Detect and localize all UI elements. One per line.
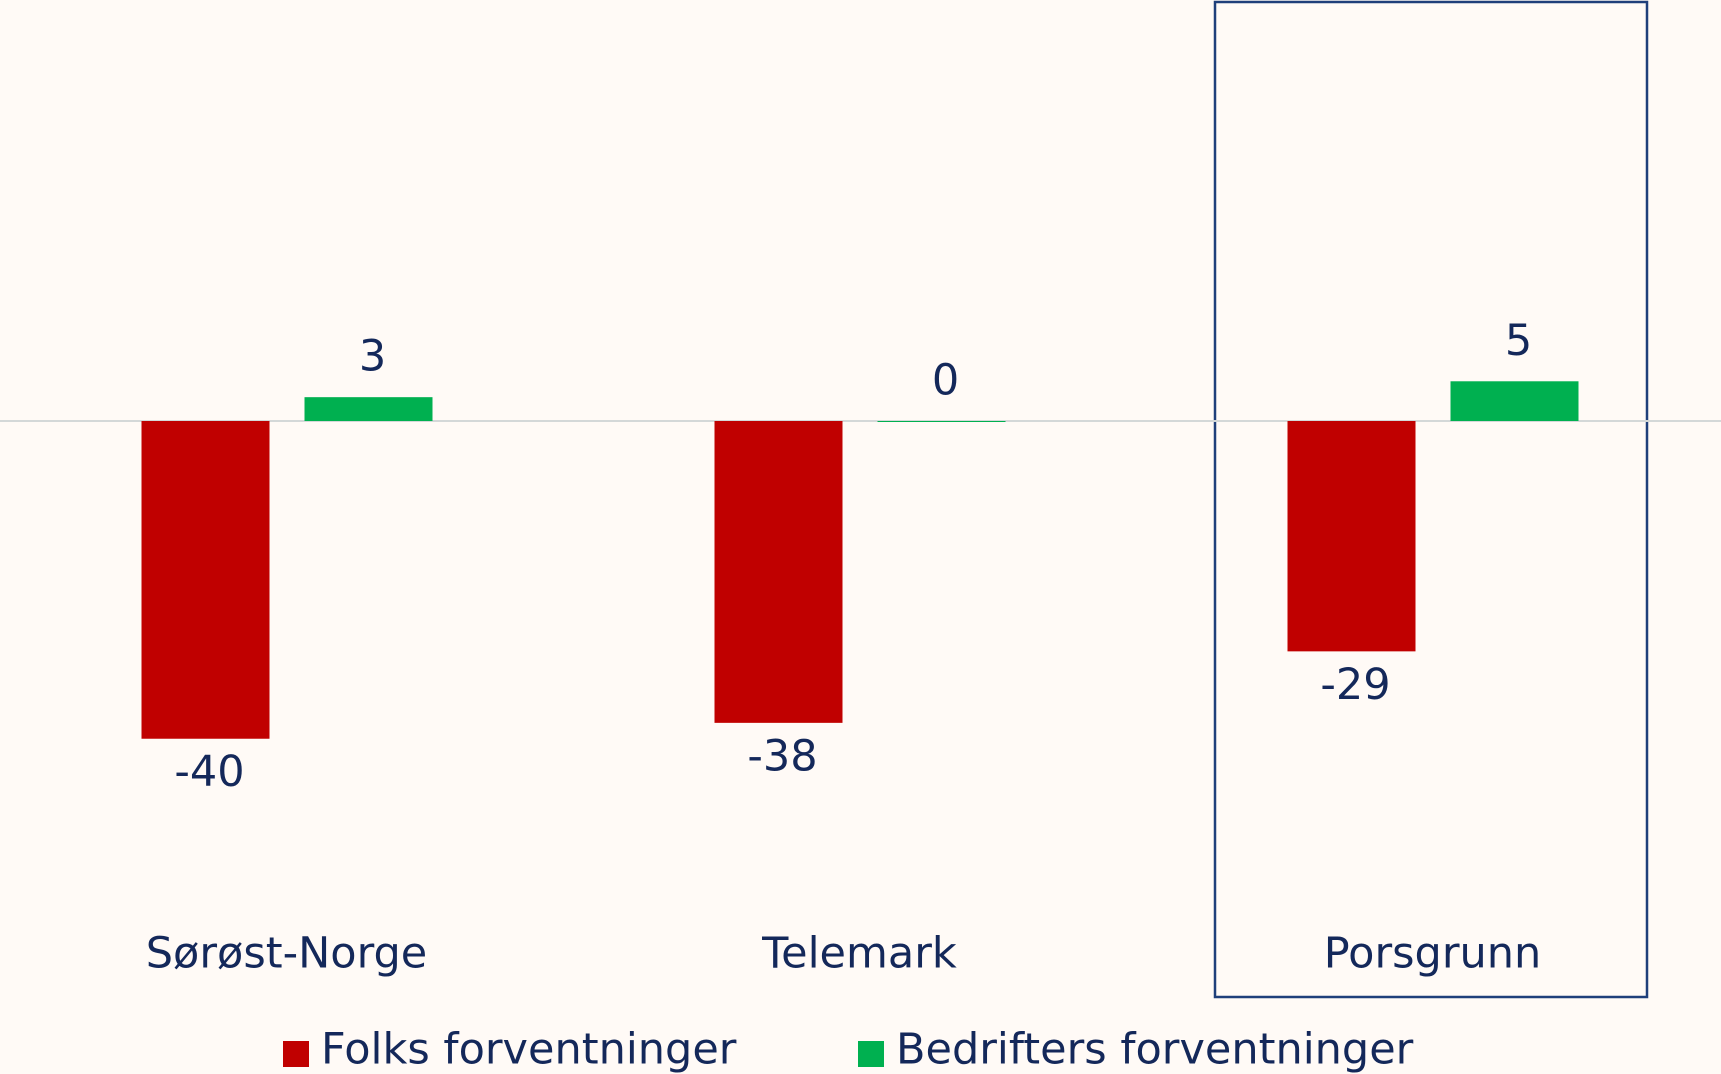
legend-swatch [283,1041,309,1067]
bar [304,397,433,421]
legend-swatch [858,1041,884,1067]
x-tick-label: Telemark [761,929,957,979]
value-label: 3 [359,332,386,382]
value-label: 5 [1505,316,1532,366]
highlight-box [1213,0,1649,999]
x-tick-label: Sørøst-Norge [146,929,428,979]
bar [1450,381,1579,421]
bar [141,421,270,739]
bar [877,421,1006,422]
bar [1287,421,1416,652]
value-label: -40 [174,747,244,797]
legend-label: Bedrifters forventninger [896,1025,1414,1074]
value-label: -29 [1320,660,1390,710]
value-label: -38 [747,731,817,781]
legend-label: Folks forventninger [321,1025,737,1074]
bar [714,421,843,723]
value-label: 0 [932,356,959,406]
x-tick-label: Porsgrunn [1324,929,1542,979]
